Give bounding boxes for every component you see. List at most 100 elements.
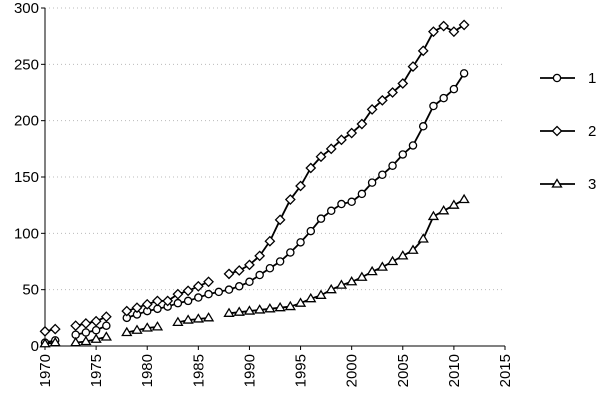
data-point [376, 94, 388, 106]
data-point [121, 305, 133, 317]
data-point [428, 26, 439, 38]
data-point [305, 162, 317, 174]
x-tick-label: 1995 [293, 354, 310, 387]
data-point [223, 307, 235, 317]
data-point [91, 325, 101, 335]
data-point [448, 26, 460, 38]
y-tick-label: 250 [14, 56, 39, 73]
data-point [294, 297, 307, 307]
data-point [234, 282, 244, 291]
x-tick-label: 2005 [395, 354, 412, 387]
data-point [335, 279, 348, 289]
data-point [100, 311, 112, 323]
data-point [337, 199, 346, 209]
data-point [102, 321, 111, 330]
data-point [141, 322, 153, 332]
data-point [202, 312, 215, 322]
y-tick-label: 0 [31, 338, 39, 355]
data-point [39, 325, 51, 337]
data-point [356, 271, 368, 281]
x-tick-label: 1980 [139, 354, 156, 387]
data-point [233, 265, 245, 276]
data-point [131, 324, 143, 334]
data-point [70, 336, 82, 347]
data-point [407, 244, 419, 254]
data-point [173, 298, 183, 308]
data-point [427, 210, 440, 221]
data-point [90, 315, 102, 327]
data-point [254, 304, 266, 314]
data-point [388, 161, 397, 170]
legend-label: 1 [588, 70, 596, 87]
data-point [438, 20, 450, 32]
data-point [284, 300, 296, 311]
series-line [44, 198, 465, 345]
data-point [346, 127, 358, 139]
data-point [172, 316, 184, 326]
data-point [439, 93, 448, 103]
data-point [192, 280, 204, 292]
data-point [417, 233, 429, 243]
data-point [386, 255, 399, 266]
data-point [39, 337, 51, 348]
data-point [90, 333, 102, 343]
data-point [245, 277, 254, 287]
data-point [100, 331, 112, 341]
data-point [49, 336, 61, 347]
data-point [80, 318, 92, 329]
data-point [254, 250, 266, 262]
data-point [203, 276, 214, 288]
data-point [458, 19, 470, 31]
legend-marker [551, 125, 563, 137]
data-point [429, 101, 438, 111]
series-line [44, 24, 465, 333]
data-point [274, 214, 286, 226]
data-point [141, 298, 153, 310]
data-point [438, 205, 450, 215]
data-point [194, 293, 203, 302]
x-tick-label: 1975 [88, 354, 105, 387]
data-point [295, 180, 306, 192]
data-point [366, 265, 378, 276]
data-point [80, 335, 92, 346]
data-point [182, 314, 194, 324]
y-tick-label: 150 [14, 169, 39, 186]
data-point [305, 292, 317, 303]
data-point [214, 287, 224, 297]
data-point [264, 235, 276, 247]
data-point [81, 328, 91, 337]
data-point [315, 151, 327, 163]
data-point [376, 261, 388, 271]
legend-label: 3 [588, 176, 596, 193]
x-tick-label: 1990 [241, 354, 258, 387]
data-point [255, 270, 264, 280]
legend-label: 2 [588, 123, 596, 140]
data-point [182, 285, 194, 297]
data-point [378, 170, 387, 179]
y-tick-label: 100 [14, 225, 39, 242]
data-point [183, 296, 193, 306]
data-point [306, 226, 316, 236]
data-point [459, 69, 469, 78]
data-point [244, 259, 255, 271]
data-point [204, 289, 213, 299]
data-point [417, 45, 429, 57]
data-point [233, 306, 245, 316]
x-tick-label: 2010 [446, 354, 463, 387]
y-tick-label: 300 [14, 0, 39, 17]
data-point [366, 103, 378, 115]
data-point [448, 199, 460, 209]
data-point [449, 84, 459, 94]
data-point [347, 197, 356, 207]
data-point [367, 178, 377, 187]
data-point [243, 305, 256, 315]
data-point [458, 193, 470, 204]
x-tick-label: 2015 [497, 354, 514, 387]
data-point [192, 313, 204, 323]
data-point [286, 248, 295, 257]
x-tick-label: 1985 [190, 354, 207, 387]
data-point [336, 134, 347, 146]
data-point [346, 276, 358, 286]
y-tick-label: 50 [22, 282, 39, 299]
